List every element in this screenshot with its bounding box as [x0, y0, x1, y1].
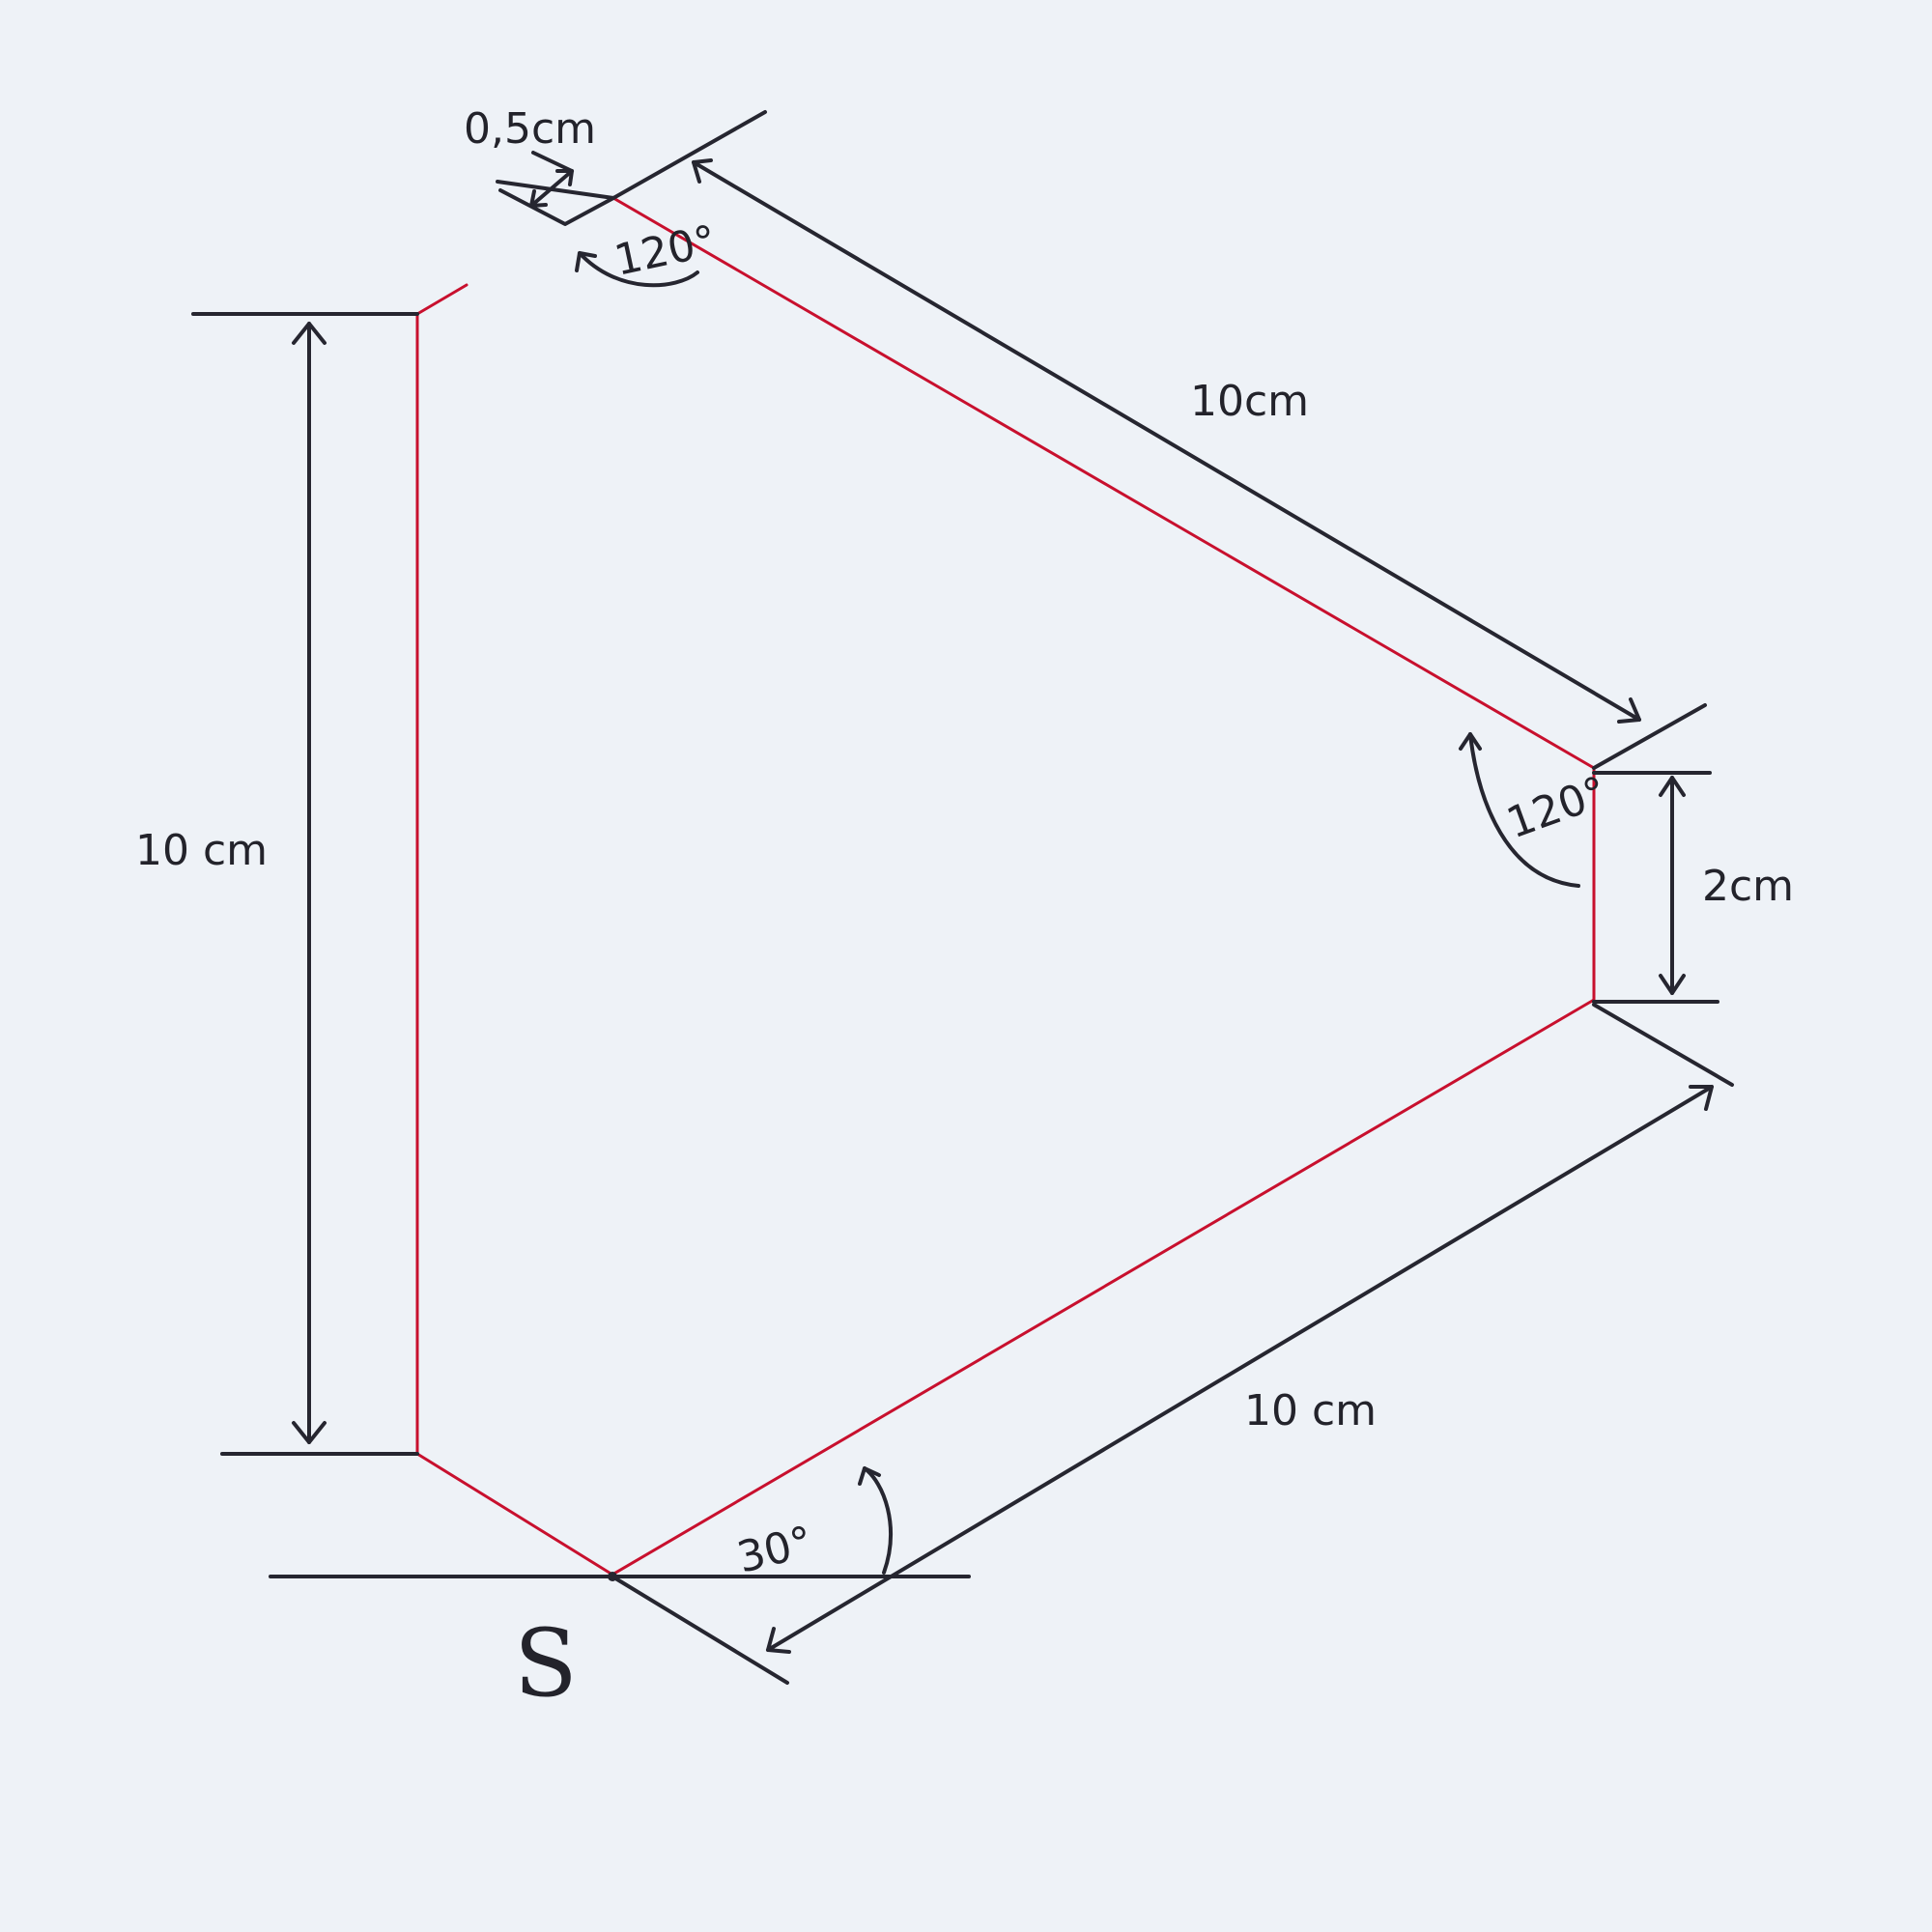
right-upper-perpendicular — [1592, 703, 1707, 770]
upper-dimension-arrow-start — [692, 158, 713, 184]
top-angle-arrow — [575, 251, 597, 272]
upper-dimension-line — [692, 160, 1641, 722]
offset-dimension-arrow-a — [529, 189, 548, 208]
right-dimension-arrow-bottom — [1659, 974, 1686, 995]
top-corner-line — [498, 188, 615, 226]
lower-dimension-arrow-start — [766, 1627, 791, 1654]
point-s-dot — [608, 1572, 617, 1581]
outline-bottom-left-edge — [415, 1452, 614, 1577]
lower-dimension-arrow-end — [1689, 1085, 1714, 1111]
right-edge-label: 2cm — [1702, 862, 1794, 911]
offset-dimension-leader — [531, 151, 574, 173]
right-angle-arc — [1468, 732, 1580, 888]
point-s-label: S — [514, 1609, 578, 1718]
angle-markers — [575, 251, 1580, 1575]
lower-edge-label: 10 cm — [1244, 1386, 1377, 1435]
top-perpendicular-line — [611, 110, 767, 200]
left-dimension-arrow-top — [292, 322, 327, 345]
outline-left-top-stub — [415, 283, 469, 316]
left-dimension-arrow-bottom — [292, 1421, 327, 1444]
right-dimension-arrow-top — [1659, 776, 1686, 797]
lower-dimension-line — [766, 1085, 1714, 1652]
upper-dimension-arrow-end — [1617, 697, 1641, 724]
top-angle-arc — [578, 251, 699, 288]
bottom-angle-arrow — [858, 1466, 881, 1486]
top-offset-label: 0,5cm — [464, 104, 596, 154]
right-angle-arrow — [1459, 732, 1482, 751]
right-angle-label: 120° — [1500, 767, 1613, 848]
bottom-angle-arc — [863, 1466, 893, 1575]
top-angle-label: 120° — [611, 216, 721, 286]
top-corner-extension — [496, 180, 615, 200]
outline-bottom-right-edge — [611, 998, 1596, 1577]
shape-outline — [415, 196, 1596, 1577]
left-edge-label: 10 cm — [135, 826, 268, 875]
bottom-angle-label: 30° — [732, 1517, 817, 1582]
construction-lines — [191, 110, 1734, 1685]
outline-top-edge — [611, 196, 1596, 770]
right-lower-perpendicular — [1592, 1003, 1734, 1087]
bottom-perpendicular-line — [611, 1575, 789, 1685]
upper-edge-label: 10cm — [1190, 377, 1309, 426]
offset-dimension-line — [529, 169, 574, 208]
